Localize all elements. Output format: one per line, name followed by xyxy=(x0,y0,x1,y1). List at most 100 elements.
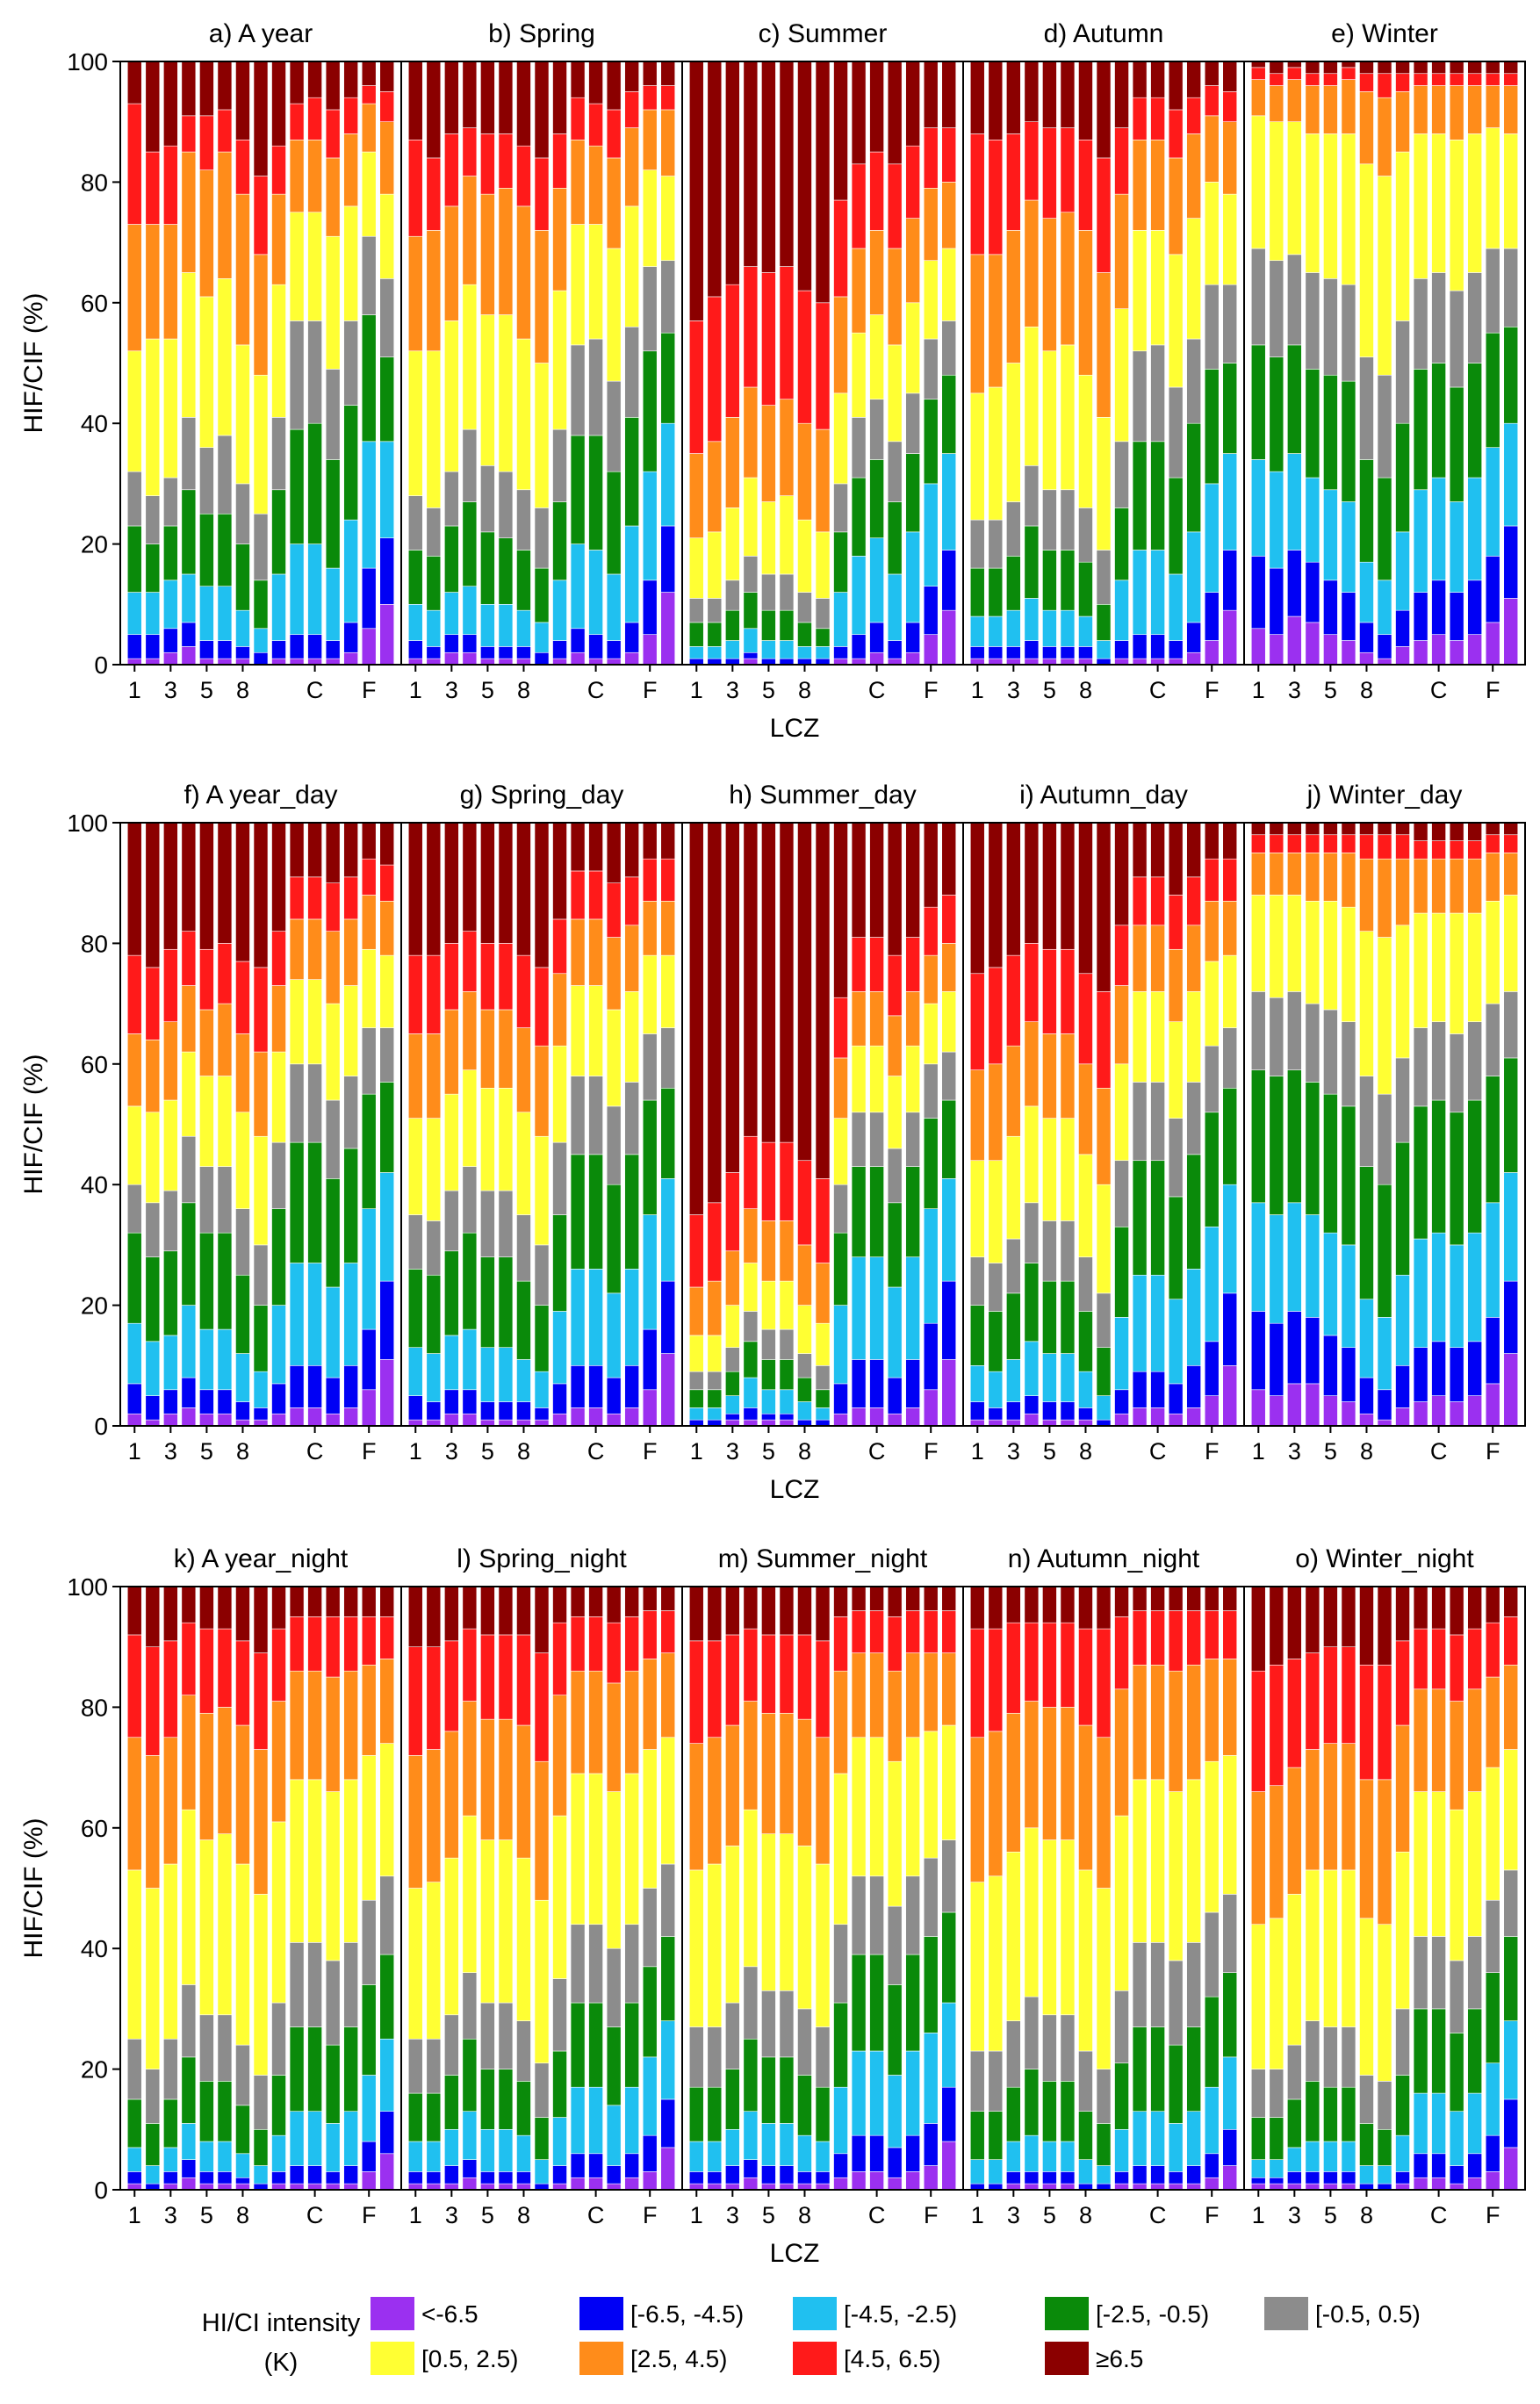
bar-segment xyxy=(833,2002,848,2088)
bar-segment xyxy=(1168,573,1184,641)
bar-segment xyxy=(707,1586,723,1642)
bar-segment xyxy=(570,543,586,630)
bar-segment xyxy=(570,2086,586,2155)
bar-segment xyxy=(1323,2086,1338,2142)
bar-segment xyxy=(606,1791,622,1949)
bar-segment xyxy=(1359,651,1374,666)
bar-segment xyxy=(851,1875,867,1955)
bar-segment xyxy=(343,97,358,134)
bar-segment xyxy=(1305,1383,1321,1427)
bar-segment xyxy=(707,1863,723,2027)
bar-segment xyxy=(426,1033,442,1119)
bar-segment xyxy=(126,61,142,104)
bar-segment xyxy=(1060,1419,1076,1427)
bar-segment xyxy=(1359,1299,1374,1378)
bar-segment xyxy=(1287,1767,1302,1895)
bar-segment xyxy=(462,2111,478,2160)
bar-segment xyxy=(1150,2183,1165,2191)
bar-segment xyxy=(624,1773,639,1925)
bar-segment xyxy=(1377,937,1392,1095)
bar-segment xyxy=(217,278,233,436)
bar-segment xyxy=(1006,1359,1021,1402)
bar-segment xyxy=(343,876,358,920)
bar-segment xyxy=(1431,2092,1446,2155)
bar-segment xyxy=(570,1616,586,1672)
bar-segment xyxy=(1186,422,1201,533)
bar-segment xyxy=(1359,459,1374,563)
bar-segment xyxy=(588,1269,603,1366)
bar-segment xyxy=(1186,2183,1201,2191)
bar-segment xyxy=(1431,912,1446,1023)
bar-segment xyxy=(1204,1226,1220,1342)
bar-segment xyxy=(1503,2147,1519,2191)
bar-segment xyxy=(498,1087,514,1191)
bar-segment xyxy=(271,658,286,666)
y-tick-label: 80 xyxy=(81,930,108,957)
bar-segment xyxy=(1222,193,1238,285)
bar-segment xyxy=(361,2141,377,2172)
bar-segment xyxy=(1060,1586,1076,1623)
bar-segment xyxy=(688,1407,704,1421)
bar-segment xyxy=(163,2098,178,2148)
bar-segment xyxy=(1431,363,1446,479)
bar-segment xyxy=(343,2183,358,2191)
x-tick-label: F xyxy=(924,1438,939,1465)
bar-segment xyxy=(1132,441,1148,551)
bar-segment xyxy=(325,1377,341,1414)
bar-segment xyxy=(1250,2177,1266,2184)
bar-segment xyxy=(779,1141,795,1221)
bar-segment xyxy=(145,1256,161,1342)
bar-segment xyxy=(1287,853,1302,896)
bar-segment xyxy=(126,1586,142,1636)
bar-segment xyxy=(1132,876,1148,926)
bar-segment xyxy=(1485,2134,1500,2172)
bar-segment xyxy=(797,1160,812,1246)
bar-segment xyxy=(1222,1972,1238,2058)
bar-segment xyxy=(1305,1082,1321,1215)
legend-swatch xyxy=(793,2297,837,2330)
bar-segment xyxy=(1006,1401,1021,1421)
bar-segment xyxy=(1341,853,1356,908)
bar-segment xyxy=(688,1371,704,1391)
bar-segment xyxy=(516,1857,531,2021)
bar-segment xyxy=(426,1646,442,1750)
bar-segment xyxy=(1503,85,1519,134)
bar-segment xyxy=(851,1737,867,1877)
bar-segment xyxy=(1006,2086,1021,2142)
bar-segment xyxy=(1467,579,1482,635)
bar-segment xyxy=(797,1305,812,1354)
x-tick-label: 1 xyxy=(409,1438,422,1465)
bar-segment xyxy=(1431,634,1446,666)
x-tick-label: 1 xyxy=(409,2202,422,2228)
bar-segment xyxy=(307,61,322,98)
panel-frame xyxy=(1243,822,1526,1427)
bar-segment xyxy=(1467,1341,1482,1396)
bar-segment xyxy=(1132,350,1148,443)
bar-segment xyxy=(1449,1809,1464,1961)
bar-segment xyxy=(1413,822,1428,841)
bar-segment xyxy=(725,579,740,611)
bar-segment xyxy=(534,507,550,569)
bar-segment xyxy=(498,1718,514,1840)
x-tick-label: 5 xyxy=(481,2202,494,2228)
bar-segment xyxy=(181,2056,197,2124)
bar-segment xyxy=(271,489,286,575)
bar-segment xyxy=(624,61,639,92)
bar-segment xyxy=(217,640,233,659)
x-tick-label: F xyxy=(362,677,377,703)
bar-segment xyxy=(887,1586,903,1617)
bar-segment xyxy=(1150,925,1165,992)
x-tick-label: F xyxy=(1205,1438,1220,1465)
bar-segment xyxy=(498,822,514,944)
bar-segment xyxy=(343,2165,358,2184)
bar-segment xyxy=(869,1112,884,1167)
bar-segment xyxy=(815,628,831,647)
bar-segment xyxy=(1431,61,1446,75)
bar-segment xyxy=(941,1586,957,1611)
bar-segment xyxy=(462,1328,478,1391)
bar-segment xyxy=(1024,1105,1040,1204)
bar-segment xyxy=(815,2086,831,2142)
bar-segment xyxy=(1024,1827,1040,1997)
bar-segment xyxy=(1024,1202,1040,1263)
bar-segment xyxy=(379,1659,395,1744)
